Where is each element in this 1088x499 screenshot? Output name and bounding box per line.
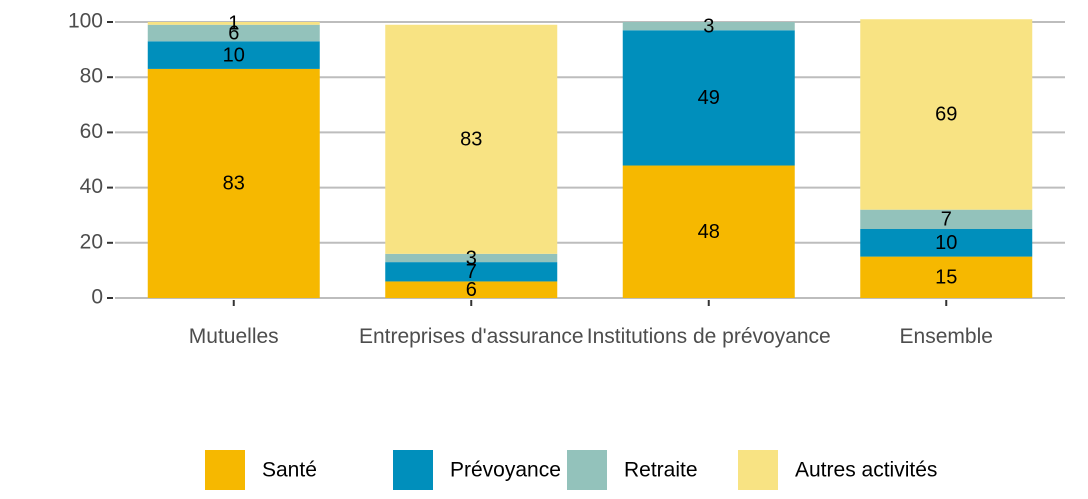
legend-label: Prévoyance <box>450 459 561 482</box>
bar-segment <box>860 229 1033 257</box>
value-label: 1 <box>228 13 239 35</box>
bar-segment <box>385 262 558 282</box>
y-tick-label: 0 <box>91 286 103 309</box>
bar-segment <box>147 68 320 298</box>
y-tick-label: 40 <box>80 175 103 198</box>
value-label: 10 <box>223 44 245 66</box>
legend-label: Retraite <box>624 459 698 482</box>
bar-segment <box>147 22 320 25</box>
value-label: 6 <box>466 279 477 301</box>
value-label: 10 <box>935 232 957 254</box>
value-label: 49 <box>698 87 720 109</box>
legend-label: Autres activités <box>795 459 937 482</box>
x-tick-label: Mutuelles <box>188 325 279 348</box>
value-label: 6 <box>228 22 239 44</box>
bar-segment <box>860 19 1033 210</box>
bar-segment <box>385 281 558 298</box>
bar-segment <box>860 256 1033 298</box>
bar-segment <box>622 30 795 166</box>
bar-segment <box>622 165 795 298</box>
bar-segment <box>385 24 558 254</box>
value-label: 3 <box>703 15 714 37</box>
x-tick-label: Entreprises d'assurance <box>358 325 584 348</box>
y-tick-label: 100 <box>68 10 103 33</box>
value-label: 3 <box>466 247 477 269</box>
value-label: 69 <box>935 104 957 126</box>
bar-segment <box>622 22 795 31</box>
value-label: 83 <box>223 173 245 195</box>
value-label: 48 <box>698 221 720 243</box>
x-tick-label: Institutions de prévoyance <box>586 325 831 348</box>
bar-segment <box>147 24 320 42</box>
value-label: 7 <box>941 209 952 231</box>
y-tick-label: 80 <box>80 65 103 88</box>
legend-swatch <box>567 450 607 490</box>
legend-swatch <box>205 450 245 490</box>
bar-segment <box>385 253 558 263</box>
value-label: 15 <box>935 267 957 289</box>
bar-segment <box>860 209 1033 229</box>
value-label: 7 <box>466 261 477 283</box>
y-tick-label: 60 <box>80 120 103 143</box>
bar-segment <box>147 41 320 69</box>
legend-swatch <box>393 450 433 490</box>
legend-label: Santé <box>262 459 317 482</box>
x-tick-label: Ensemble <box>899 325 993 348</box>
y-tick-label: 20 <box>80 230 103 253</box>
value-label: 83 <box>460 129 482 151</box>
legend-swatch <box>738 450 778 490</box>
